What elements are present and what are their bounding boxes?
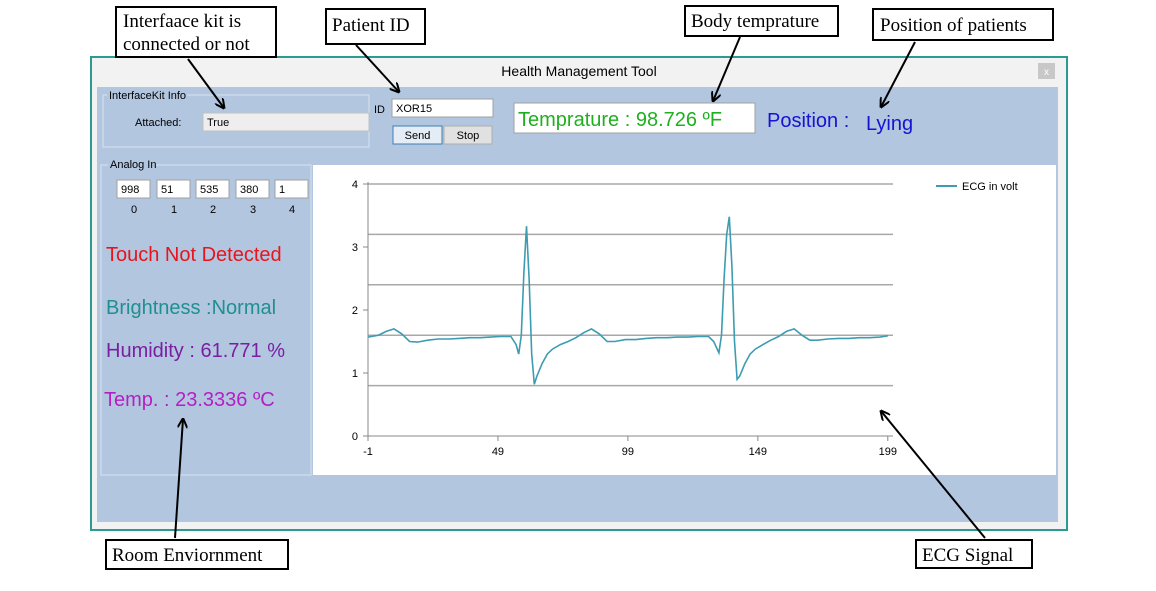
field-value: 380 <box>240 184 258 196</box>
arrow <box>187 58 224 108</box>
arrow <box>881 411 986 539</box>
humidity: Humidity : 61.771 % <box>106 340 285 362</box>
field-index: 1 <box>171 204 177 216</box>
field-value: 51 <box>161 184 173 196</box>
field-value: XOR15 <box>396 103 432 115</box>
text-field[interactable] <box>156 179 191 199</box>
x-tick-label: -1 <box>363 446 373 458</box>
y-tick-label: 2 <box>352 305 358 317</box>
group-box <box>100 164 312 476</box>
close-button[interactable] <box>1038 63 1055 79</box>
text-field[interactable] <box>235 179 270 199</box>
arrows <box>174 36 986 539</box>
position-value: Lying <box>866 113 913 135</box>
text-field[interactable] <box>116 179 151 199</box>
field-index: 3 <box>250 204 256 216</box>
arrow <box>174 419 183 539</box>
button-label: Send <box>405 130 431 142</box>
x-tick-label: 99 <box>622 446 634 458</box>
field-index: 0 <box>131 204 137 216</box>
annotation-box <box>872 8 1054 41</box>
x-tick-label: 149 <box>749 446 767 458</box>
text-field[interactable] <box>195 179 230 199</box>
temperature-box <box>513 102 756 134</box>
legend-label: ECG in volt <box>962 181 1018 193</box>
button[interactable] <box>392 125 443 145</box>
x-tick-label: 49 <box>492 446 504 458</box>
group-label-bg <box>107 92 187 102</box>
annotation: Interfaace kit is <box>123 11 241 32</box>
annotation: Position of patients <box>880 15 1027 36</box>
label: Attached: <box>135 117 181 129</box>
field-index: 4 <box>289 204 295 216</box>
annotation-box <box>105 539 289 570</box>
field-value: 535 <box>200 184 218 196</box>
touch-status: Touch Not Detected <box>106 244 282 266</box>
brightness: Brightness :Normal <box>106 297 276 319</box>
room-temperature: Temp. : 23.3336 ºC <box>104 389 275 411</box>
y-tick-label: 3 <box>352 242 358 254</box>
chart: 0 1 2 3 4 -1 49 99 149 199 ECG in volt <box>352 179 1018 458</box>
annotation: Patient ID <box>332 15 410 36</box>
group-label: InterfaceKit Info <box>109 90 186 102</box>
label: ID <box>374 104 385 116</box>
y-tick-label: 1 <box>352 368 358 380</box>
close-icon: x <box>1044 67 1049 78</box>
field-index: 2 <box>210 204 216 216</box>
y-tick-label: 4 <box>352 179 358 191</box>
arrow <box>881 41 916 107</box>
arrow <box>355 44 399 92</box>
arrow <box>713 36 741 101</box>
text-field[interactable] <box>391 98 494 118</box>
button[interactable] <box>443 125 493 145</box>
temperature: Temprature : 98.726 ºF <box>518 109 722 131</box>
text-field[interactable] <box>274 179 309 199</box>
annotation-box <box>915 539 1033 569</box>
data-line <box>367 216 888 385</box>
annotation: Room Enviornment <box>112 545 263 566</box>
position-label: Position : <box>767 110 849 132</box>
annotation: ECG Signal <box>922 545 1013 566</box>
text-field[interactable] <box>202 112 370 132</box>
field-value: True <box>207 117 229 129</box>
y-tick-label: 0 <box>352 431 358 443</box>
group-label-bg <box>108 160 156 170</box>
annotation-box <box>115 6 277 58</box>
window-title: Health Management Tool <box>501 63 656 79</box>
annotation: Body temprature <box>691 11 819 32</box>
annotation-box <box>325 8 426 45</box>
button-label: Stop <box>457 130 480 142</box>
x-tick-label: 199 <box>879 446 897 458</box>
annotation: connected or not <box>123 34 250 55</box>
field-value: 998 <box>121 184 139 196</box>
chart-panel <box>313 165 1056 475</box>
annotation-box <box>684 5 839 37</box>
group-label: Analog In <box>110 159 156 171</box>
field-value: 1 <box>279 184 285 196</box>
